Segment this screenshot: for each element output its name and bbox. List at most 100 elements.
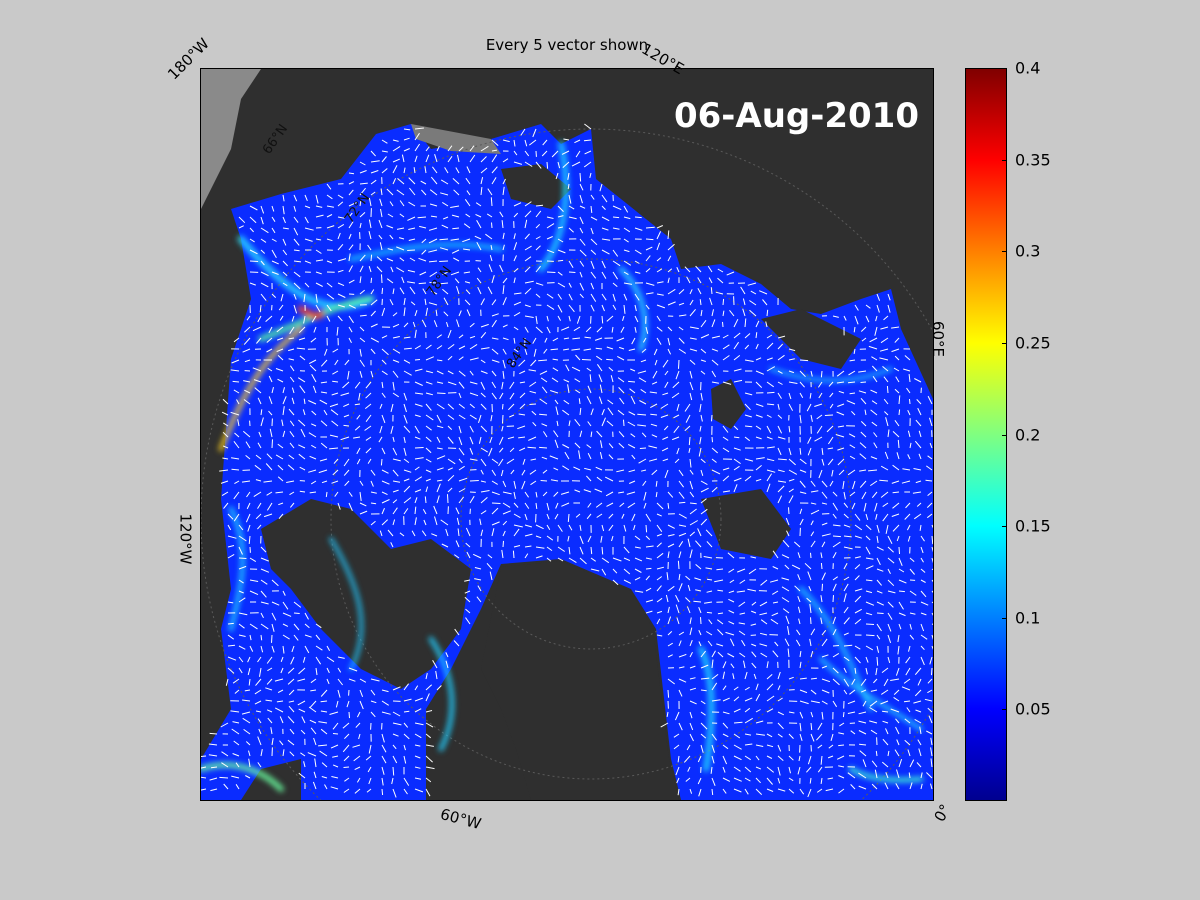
velocity-vector (930, 737, 933, 746)
velocity-vector (687, 584, 691, 592)
velocity-vector (749, 309, 757, 317)
velocity-vector (832, 667, 839, 674)
velocity-vector (201, 788, 207, 791)
velocity-vector (359, 700, 364, 710)
velocity-vector (871, 760, 878, 768)
velocity-vector (788, 788, 795, 794)
velocity-vector (563, 348, 570, 351)
colorbar-tick-label: 0.25 (1007, 333, 1051, 352)
velocity-vector (421, 319, 427, 328)
velocity-vector (766, 766, 775, 773)
velocity-vector (861, 337, 867, 342)
velocity-vector (579, 216, 584, 225)
velocity-vector (480, 392, 486, 398)
velocity-vector (238, 557, 247, 559)
velocity-vector (892, 464, 900, 471)
velocity-vector (381, 469, 389, 474)
velocity-vector (711, 335, 721, 339)
velocity-vector (814, 436, 823, 442)
velocity-vector (689, 665, 696, 669)
velocity-vector (747, 588, 757, 592)
velocity-vector (700, 469, 704, 476)
velocity-vector (359, 491, 362, 501)
velocity-vector (806, 766, 812, 773)
velocity-vector (678, 640, 682, 647)
velocity-vector (799, 651, 802, 658)
velocity-vector (425, 392, 434, 396)
velocity-vector (645, 599, 654, 603)
velocity-vector (835, 434, 845, 438)
velocity-vector (368, 230, 372, 240)
velocity-vector (630, 433, 636, 438)
velocity-vector (230, 369, 240, 372)
velocity-vector (320, 728, 328, 735)
velocity-vector (656, 576, 662, 581)
velocity-vector (392, 744, 397, 750)
velocity-vector (777, 403, 780, 410)
velocity-vector (445, 652, 449, 658)
velocity-vector (926, 465, 933, 471)
velocity-vector (553, 467, 559, 471)
off-domain-region (201, 69, 261, 209)
velocity-vector (422, 288, 427, 295)
velocity-vector (436, 685, 442, 691)
velocity-vector (563, 138, 570, 141)
velocity-vector (809, 638, 812, 647)
velocity-vector (265, 463, 273, 471)
velocity-vector (772, 590, 779, 595)
velocity-vector (414, 345, 421, 350)
velocity-vector (502, 370, 505, 379)
velocity-vector (927, 678, 933, 684)
velocity-vector (546, 513, 550, 520)
velocity-vector (315, 667, 318, 676)
velocity-vector (645, 255, 651, 262)
velocity-vector (447, 403, 455, 410)
velocity-vector (291, 387, 295, 394)
velocity-vector (463, 223, 471, 229)
velocity-vector (546, 249, 555, 254)
velocity-vector (858, 370, 867, 373)
velocity-vector (359, 170, 367, 174)
velocity-vector (875, 513, 878, 520)
velocity-vector (755, 777, 761, 784)
velocity-vector (280, 667, 284, 674)
velocity-vector (356, 458, 361, 465)
velocity-vector (359, 326, 365, 332)
velocity-vector (387, 529, 394, 537)
velocity-vector (645, 575, 650, 581)
velocity-vector (303, 398, 306, 405)
velocity-vector (348, 221, 354, 229)
velocity-vector (573, 326, 581, 332)
velocity-vector (711, 682, 718, 691)
velocity-vector (332, 755, 339, 758)
velocity-vector (425, 344, 432, 350)
colorbar-tick-label: 0.35 (1007, 150, 1051, 169)
velocity-vector (257, 442, 262, 449)
velocity-vector (326, 183, 332, 190)
velocity-vector (887, 579, 895, 587)
velocity-vector (348, 233, 352, 240)
map-canvas: 66°N 72°N 78°N 84°N 06-Aug-2010 (201, 69, 933, 800)
velocity-vector (876, 579, 882, 586)
velocity-vector (579, 524, 582, 531)
velocity-vector (513, 242, 518, 251)
velocity-vector (606, 502, 614, 507)
velocity-vector (407, 281, 416, 284)
velocity-vector (596, 364, 603, 372)
velocity-vector (733, 341, 740, 350)
velocity-vector (584, 336, 592, 339)
velocity-vector (894, 388, 900, 394)
velocity-vector (310, 423, 317, 427)
velocity-vector (655, 480, 658, 487)
velocity-vector (469, 370, 474, 376)
velocity-vector (308, 469, 317, 473)
velocity-vector (728, 598, 735, 603)
velocity-vector (440, 519, 449, 526)
velocity-vector (447, 355, 453, 361)
velocity-vector (408, 201, 416, 207)
velocity-vector (282, 387, 285, 394)
velocity-vector (249, 645, 254, 652)
velocity-vector (242, 717, 251, 724)
velocity-vector (428, 260, 438, 263)
velocity-vector (579, 260, 585, 267)
